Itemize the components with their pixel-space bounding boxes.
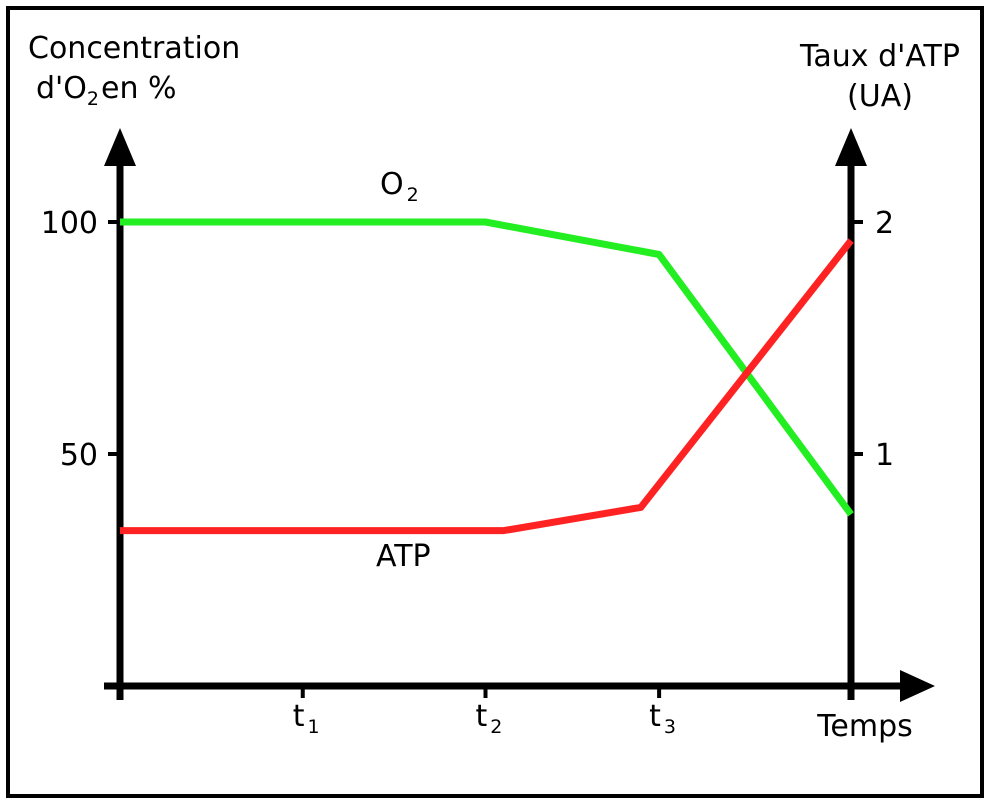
y-right-axis-arrow [835,128,867,166]
y-left-label-line2: d'O2en % [36,71,177,110]
y-left-tick-label: 50 [60,438,98,473]
chart-frame [6,6,984,798]
y-left-tick-label: 100 [41,206,98,241]
y-right-tick-label: 2 [875,206,894,241]
series-line-o2 [120,218,854,517]
series-label-atp: ATP [376,539,431,574]
y-right-label-line2: (UA) [847,79,913,114]
y-left-label-line1: Concentration [28,31,240,66]
series-layer: O 2 ATP [119,167,854,574]
x-axis-arrow [900,670,935,702]
y-right-tick-label: 1 [875,438,894,473]
ticks: 100 50 2 1 t 1 t 2 t 3 [41,206,894,738]
y-right-label-line1: Taux d'ATP [799,39,960,74]
x-axis-label: Temps [816,709,913,744]
y-left-axis-arrow [104,128,136,166]
series-line-atp [120,238,854,535]
